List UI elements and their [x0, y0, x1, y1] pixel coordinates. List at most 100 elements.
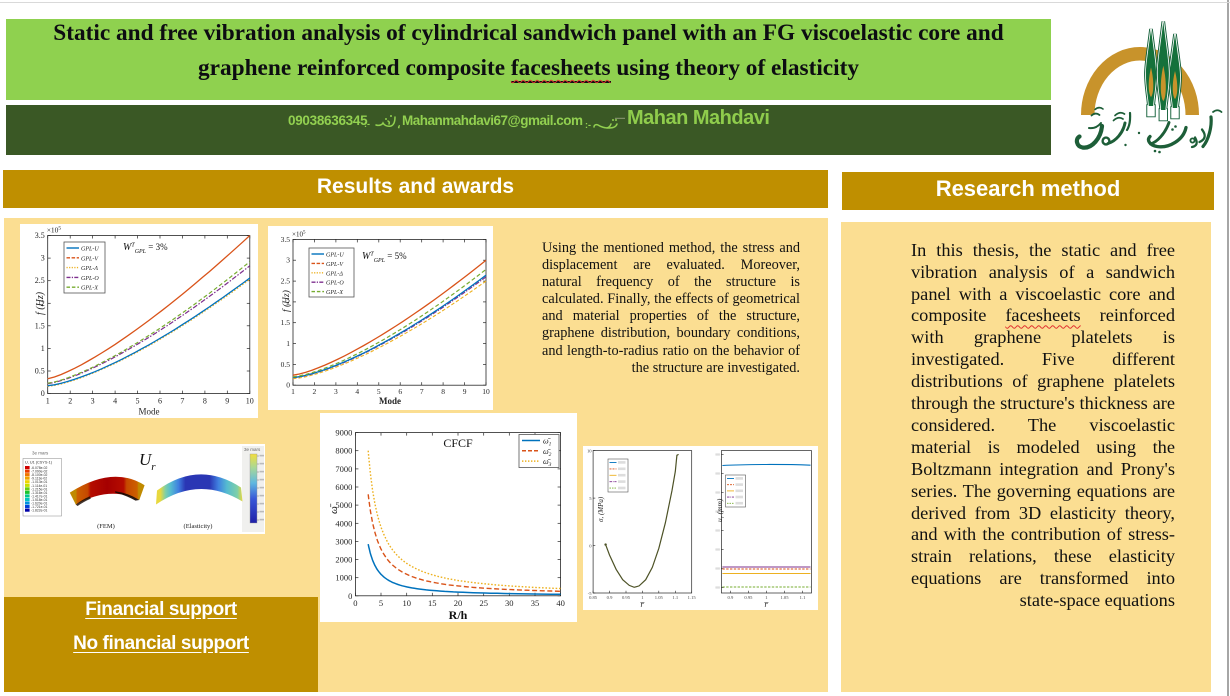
svg-text:6000: 6000 [335, 482, 352, 492]
svg-text:WTGPL = 5%: WTGPL = 5% [362, 251, 407, 264]
svg-text:3: 3 [334, 387, 338, 396]
svg-text:1: 1 [641, 595, 644, 600]
svg-text:3e mars: 3e mars [32, 451, 49, 456]
svg-text:15: 15 [428, 598, 437, 608]
svg-text:0.5: 0.5 [35, 367, 45, 376]
svg-text:-1.822e-01: -1.822e-01 [31, 509, 48, 513]
svg-text:GPL-V: GPL-V [326, 262, 344, 268]
svg-text:R/h: R/h [449, 608, 468, 622]
svg-text:GPL-X: GPL-X [81, 286, 98, 292]
svg-text:7: 7 [180, 397, 184, 406]
svg-text:3.5: 3.5 [281, 235, 291, 244]
svg-text:9: 9 [463, 387, 467, 396]
svg-text:WTGPL = 3%: WTGPL = 3% [123, 242, 168, 255]
svg-text:CFCF: CFCF [443, 436, 473, 450]
svg-text:Mode: Mode [379, 396, 401, 406]
svg-text:1: 1 [765, 595, 768, 600]
svg-text:f (Hz): f (Hz) [35, 291, 46, 315]
svg-text:-1.114e-01: -1.114e-01 [31, 484, 47, 488]
svg-text:8000: 8000 [335, 446, 352, 456]
svg-text:10: 10 [402, 598, 411, 608]
svg-text:-6.078e-02: -6.078e-02 [31, 466, 48, 470]
svg-text:20: 20 [454, 598, 463, 608]
svg-text:10: 10 [587, 448, 592, 453]
svg-text:9000: 9000 [335, 428, 352, 438]
svg-text:0.9: 0.9 [728, 595, 734, 600]
svg-text:GPL-O: GPL-O [81, 276, 99, 282]
svg-text:-1.417e-01: -1.417e-01 [31, 494, 48, 498]
svg-text:3: 3 [41, 254, 45, 263]
svg-text:×105: ×105 [47, 226, 62, 235]
svg-text:40: 40 [556, 598, 565, 608]
svg-text:3: 3 [286, 256, 290, 265]
svg-text:ur (mm): ur (mm) [715, 498, 726, 522]
svg-text:1: 1 [291, 387, 295, 396]
svg-text:1000: 1000 [335, 573, 352, 583]
svg-text:4: 4 [113, 397, 117, 406]
svg-text:0: 0 [589, 543, 592, 548]
svg-text:-1.013e-01: -1.013e-01 [31, 480, 48, 484]
svg-text:GPL-V: GPL-V [81, 256, 99, 262]
svg-text:GPL-U: GPL-U [326, 253, 344, 259]
svg-text:0: 0 [286, 381, 290, 390]
svg-text:3: 3 [91, 397, 95, 406]
svg-text:-5: -5 [588, 591, 593, 596]
svg-text:2: 2 [313, 387, 317, 396]
svg-text:-1.316e-01: -1.316e-01 [31, 491, 48, 495]
svg-text:3e mars: 3e mars [244, 447, 261, 452]
svg-text:2: 2 [41, 299, 45, 308]
svg-text:0.95: 0.95 [622, 595, 631, 600]
svg-text:r̅: r̅ [640, 600, 645, 609]
svg-text:9: 9 [225, 397, 229, 406]
svg-text:1.15: 1.15 [688, 595, 697, 600]
svg-text:4: 4 [355, 387, 359, 396]
svg-text:3000: 3000 [335, 536, 352, 546]
svg-text:8: 8 [203, 397, 207, 406]
svg-text:GPL-Δ: GPL-Δ [326, 271, 343, 277]
svg-text:-1.518e-01: -1.518e-01 [31, 498, 48, 502]
svg-text:GPL-X: GPL-X [326, 290, 343, 296]
svg-text:-1.620e-01: -1.620e-01 [31, 502, 48, 506]
svg-text:r̅: r̅ [764, 600, 769, 609]
svg-text:1.5: 1.5 [35, 321, 45, 330]
svg-text:0.95: 0.95 [744, 595, 753, 600]
svg-text:0.85: 0.85 [589, 595, 598, 600]
svg-text:0.9: 0.9 [607, 595, 613, 600]
svg-text:3.5: 3.5 [35, 231, 45, 240]
svg-text:GPL-Λ: GPL-Λ [81, 266, 98, 272]
svg-text:1.1: 1.1 [672, 595, 678, 600]
svg-text:6: 6 [398, 387, 402, 396]
svg-text:5: 5 [589, 496, 592, 501]
svg-text:-1.721e-01: -1.721e-01 [31, 505, 48, 509]
svg-text:GPL-O: GPL-O [326, 281, 344, 287]
svg-text:1.05: 1.05 [780, 595, 789, 600]
svg-text:1: 1 [41, 344, 45, 353]
svg-text:ω̄1: ω̄1 [543, 437, 552, 448]
svg-text:2.5: 2.5 [35, 276, 45, 285]
svg-text:1: 1 [46, 397, 50, 406]
svg-text:7: 7 [420, 387, 424, 396]
svg-text::-: :- [585, 120, 591, 130]
svg-text:-9.113e-02: -9.113e-02 [31, 477, 47, 481]
svg-text:(FEM): (FEM) [97, 523, 115, 530]
svg-text:6: 6 [158, 397, 162, 406]
svg-text::-: :- [364, 119, 370, 129]
svg-text:0: 0 [41, 389, 45, 398]
svg-text:-1.215e-01: -1.215e-01 [31, 487, 48, 491]
svg-text:10: 10 [482, 387, 490, 396]
svg-text:σ, (MPa): σ, (MPa) [597, 496, 605, 522]
svg-text:ω̄3: ω̄3 [543, 457, 552, 468]
svg-text:2: 2 [68, 397, 72, 406]
svg-text:35: 35 [531, 598, 540, 608]
svg-text:،: ، [397, 119, 401, 131]
svg-text:7000: 7000 [335, 464, 352, 474]
svg-text:8: 8 [441, 387, 445, 396]
svg-text:×105: ×105 [292, 230, 306, 238]
svg-text:5: 5 [379, 598, 383, 608]
svg-text:(Elasticity): (Elasticity) [184, 523, 213, 530]
svg-text:U, U1 (CSYS-1): U, U1 (CSYS-1) [25, 461, 53, 465]
svg-text:1.05: 1.05 [655, 595, 664, 600]
svg-text:ω̄: ω̄ [328, 503, 340, 514]
svg-text:10: 10 [246, 397, 254, 406]
svg-text:5: 5 [136, 397, 140, 406]
